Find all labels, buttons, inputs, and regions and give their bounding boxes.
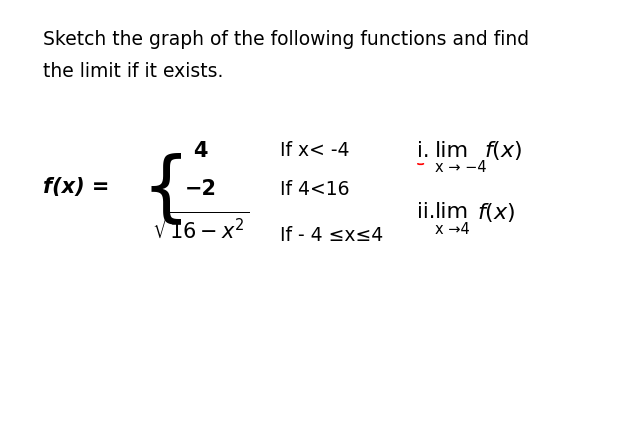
Text: If x< -4: If x< -4	[280, 142, 349, 160]
Text: the limit if it exists.: the limit if it exists.	[43, 62, 223, 81]
Text: $\{$: $\{$	[141, 151, 182, 227]
Text: If 4<16: If 4<16	[280, 180, 349, 198]
Text: Sketch the graph of the following functions and find: Sketch the graph of the following functi…	[43, 30, 529, 49]
Text: f(x) =: f(x) =	[43, 177, 109, 197]
Text: lim: lim	[435, 202, 469, 223]
Text: x →4: x →4	[435, 222, 469, 237]
Text: −2: −2	[184, 179, 217, 199]
Text: i.: i.	[417, 141, 429, 161]
Text: x → −4: x → −4	[435, 160, 487, 176]
Text: 4: 4	[193, 141, 208, 161]
Text: $f(x)$: $f(x)$	[483, 139, 522, 162]
Text: $\sqrt{16-x^2}$: $\sqrt{16-x^2}$	[152, 212, 249, 243]
Text: lim: lim	[435, 141, 469, 161]
Text: $f(x)$: $f(x)$	[478, 201, 516, 224]
Text: ii.: ii.	[417, 202, 435, 223]
Text: If - 4 ≤x≤4: If - 4 ≤x≤4	[280, 227, 383, 245]
